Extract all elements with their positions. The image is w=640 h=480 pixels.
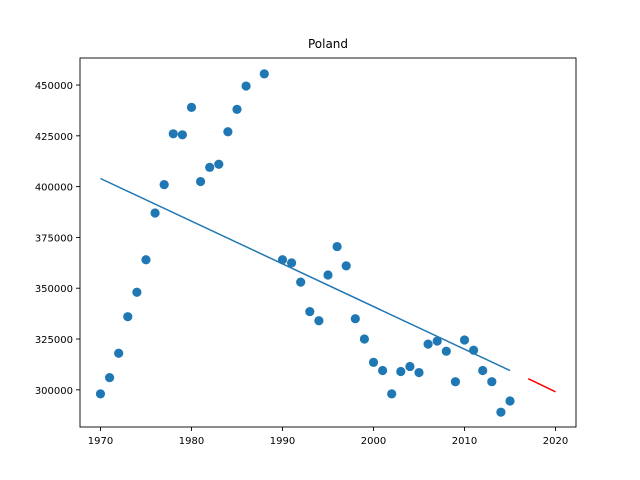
- data-point: [423, 339, 433, 349]
- plot-frame: [79, 57, 577, 428]
- data-point: [159, 179, 169, 190]
- data-point: [469, 345, 479, 355]
- data-point: [277, 255, 288, 265]
- data-point: [405, 361, 415, 372]
- data-point: [223, 127, 233, 137]
- y-tick-label: 400000: [35, 183, 73, 194]
- y-tick-label: 450000: [35, 81, 73, 92]
- data-point: [132, 287, 142, 297]
- data-point: [341, 261, 351, 271]
- data-point: [177, 130, 187, 140]
- trend-line: [100, 177, 511, 372]
- data-point: [487, 377, 497, 387]
- data-point: [95, 389, 106, 399]
- data-point: [186, 102, 197, 112]
- forecast-line: [527, 377, 556, 393]
- data-point: [459, 335, 470, 345]
- x-tick-label: 2000: [361, 436, 386, 447]
- x-tick-label: 1990: [270, 436, 295, 447]
- y-tick-label: 350000: [35, 284, 73, 295]
- data-point: [241, 81, 251, 91]
- data-point: [205, 162, 215, 172]
- data-point: [141, 255, 151, 265]
- data-point: [414, 367, 424, 378]
- data-point: [150, 208, 160, 218]
- trend-layer: [100, 177, 556, 393]
- x-tick-label: 2020: [543, 436, 568, 447]
- data-point: [432, 336, 442, 346]
- data-point: [441, 346, 451, 356]
- data-point: [314, 316, 324, 326]
- data-point: [387, 389, 397, 399]
- data-point: [214, 159, 224, 169]
- data-point: [104, 373, 115, 383]
- y-tick-label: 425000: [35, 132, 73, 143]
- data-point: [450, 377, 461, 387]
- data-point: [496, 407, 506, 417]
- data-point: [232, 104, 242, 115]
- data-point: [286, 258, 297, 268]
- y-tick-label: 325000: [35, 335, 73, 346]
- data-point: [368, 357, 379, 367]
- data-point: [478, 365, 488, 376]
- data-point: [350, 314, 360, 324]
- data-point: [195, 176, 206, 187]
- x-tick-label: 2010: [452, 436, 477, 447]
- data-point: [378, 365, 388, 376]
- data-point: [323, 270, 333, 280]
- data-point: [114, 348, 124, 358]
- data-point: [359, 334, 370, 344]
- data-point: [305, 306, 315, 317]
- x-tick-label: 1970: [88, 436, 113, 447]
- data-point: [259, 69, 269, 79]
- axes-layer: 1970 1980 1990 2000 2010 2020 300000 325000 3500…: [35, 57, 577, 447]
- data-point: [332, 241, 342, 252]
- data-point: [168, 129, 178, 139]
- points-layer: [95, 69, 515, 417]
- y-tick-label: 375000: [35, 233, 73, 244]
- y-tick-label: 300000: [35, 386, 73, 397]
- data-point: [123, 312, 133, 322]
- data-point: [505, 396, 515, 406]
- chart-title: Poland: [308, 37, 348, 51]
- data-point: [396, 366, 406, 377]
- data-point: [296, 277, 306, 287]
- x-tick-label: 1980: [179, 436, 204, 447]
